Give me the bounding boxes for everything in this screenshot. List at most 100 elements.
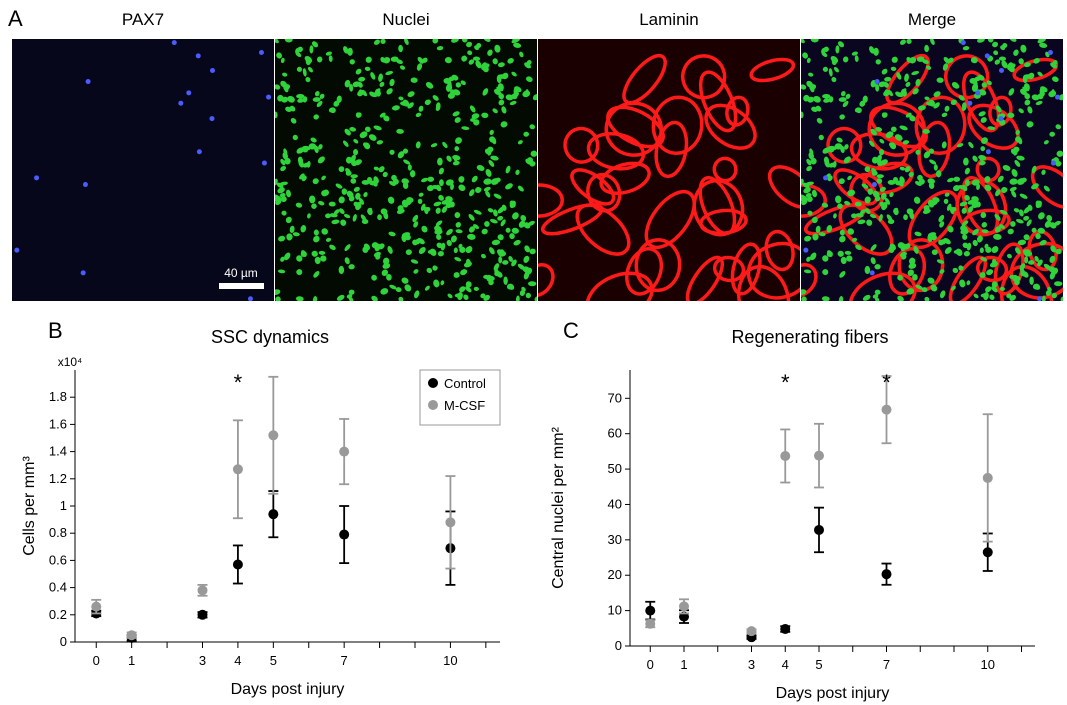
- nucleus: [806, 57, 811, 64]
- nucleus: [296, 147, 305, 154]
- laminin-fiber: [848, 271, 917, 301]
- y-tick-label: 1: [60, 498, 67, 513]
- nucleus: [993, 233, 1002, 240]
- control-point: [645, 605, 656, 616]
- nucleus: [375, 88, 381, 97]
- nucleus: [312, 178, 319, 185]
- nucleus: [284, 39, 293, 43]
- nucleus: [981, 222, 987, 228]
- nucleus: [837, 250, 844, 257]
- nucleus: [487, 49, 493, 56]
- nucleus: [391, 174, 397, 181]
- nucleus: [302, 96, 308, 103]
- nucleus: [517, 185, 524, 192]
- nucleus: [420, 203, 426, 211]
- nucleus: [458, 176, 465, 183]
- x-tick-label: 3: [748, 657, 755, 672]
- nucleus: [338, 265, 345, 275]
- nucleus: [301, 145, 311, 151]
- nucleus: [1051, 89, 1055, 97]
- nucleus: [836, 137, 843, 143]
- nucleus: [802, 52, 809, 59]
- nucleus: [876, 178, 883, 184]
- nucleus: [930, 284, 938, 292]
- nucleus: [348, 297, 354, 301]
- nucleus: [481, 253, 486, 259]
- nucleus: [926, 101, 934, 106]
- nucleus: [277, 187, 285, 194]
- nucleus: [994, 213, 1001, 221]
- nucleus: [348, 289, 355, 295]
- nucleus: [908, 263, 917, 269]
- laminin-fiber: [606, 105, 665, 149]
- nucleus: [473, 209, 482, 215]
- laminin-title: Laminin: [639, 10, 699, 29]
- nucleus: [313, 271, 320, 278]
- nucleus: [840, 256, 847, 265]
- nucleus: [374, 39, 380, 45]
- pax7-cell: [975, 90, 981, 96]
- y-tick-label: 0.2: [49, 607, 67, 622]
- nucleus: [453, 156, 458, 162]
- nucleus: [1044, 220, 1052, 228]
- nucleus: [398, 296, 404, 301]
- nucleus: [505, 183, 513, 190]
- nucleus: [275, 194, 279, 202]
- mcsf-point: [679, 601, 689, 612]
- control-point: [982, 547, 993, 558]
- nucleus: [325, 237, 332, 242]
- nucleus: [900, 39, 906, 45]
- nucleus: [490, 218, 498, 224]
- nucleus: [975, 201, 981, 208]
- nucleus: [806, 165, 812, 172]
- nucleus: [520, 215, 527, 222]
- pax7-cell: [80, 270, 86, 276]
- y-tick-label: 50: [608, 461, 622, 476]
- nucleus: [847, 228, 855, 235]
- nucleus: [362, 246, 369, 253]
- nucleus: [894, 134, 903, 141]
- nucleus: [389, 149, 395, 155]
- nucleus: [395, 287, 402, 293]
- nucleus: [454, 212, 461, 219]
- nucleus: [930, 39, 935, 46]
- mcsf-point: [982, 472, 993, 483]
- nucleus: [438, 194, 444, 201]
- nucleus: [915, 284, 923, 290]
- nucleus: [290, 118, 297, 124]
- nucleus: [489, 129, 494, 135]
- nucleus: [312, 97, 321, 102]
- nucleus: [936, 259, 945, 264]
- nucleus: [927, 234, 933, 243]
- control-point: [339, 529, 350, 540]
- y-tick-label: 70: [608, 390, 622, 405]
- nucleus: [847, 175, 852, 181]
- nucleus: [365, 56, 372, 63]
- nucleus: [432, 95, 439, 101]
- nucleus: [401, 199, 409, 208]
- nucleus: [500, 121, 508, 128]
- nucleus: [440, 280, 445, 286]
- nucleus: [882, 112, 888, 118]
- nucleus: [970, 57, 978, 64]
- nucleus: [1023, 62, 1031, 68]
- y-axis-label: Central nuclei per mm²: [550, 426, 567, 589]
- pax7-cell: [999, 68, 1005, 74]
- nucleus: [485, 169, 492, 177]
- nucleus: [818, 232, 826, 237]
- nucleus: [915, 78, 921, 87]
- nucleus: [355, 68, 362, 75]
- nucleus: [460, 269, 468, 276]
- laminin-fiber: [625, 247, 664, 296]
- nucleus: [532, 94, 537, 101]
- nucleus: [476, 165, 485, 171]
- nucleus: [1009, 39, 1017, 42]
- nucleus: [379, 112, 386, 118]
- nucleus: [1040, 86, 1048, 93]
- control-point: [197, 609, 208, 620]
- nucleus: [400, 101, 408, 106]
- nucleus: [344, 244, 351, 252]
- nucleus: [914, 231, 922, 237]
- laminin-fiber: [917, 120, 952, 179]
- laminin-fiber: [538, 263, 555, 298]
